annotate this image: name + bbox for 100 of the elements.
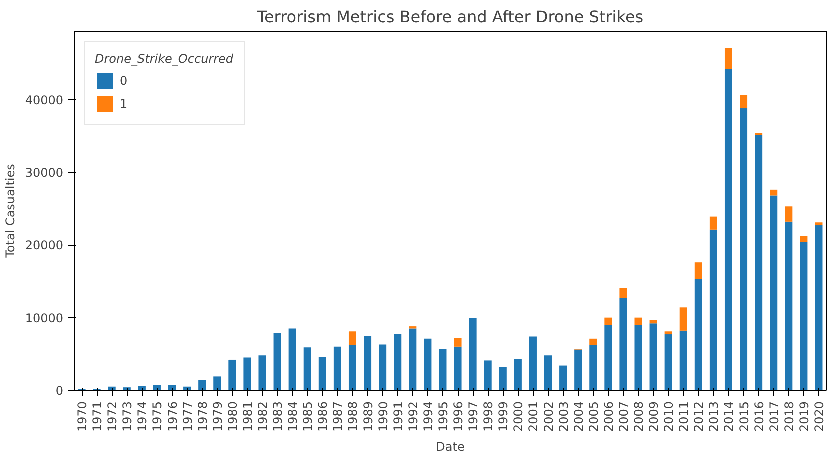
x-tick-label: 2004 <box>572 401 586 432</box>
bar <box>348 345 356 390</box>
bar <box>590 345 598 390</box>
bar <box>484 360 492 390</box>
bar <box>620 288 628 298</box>
x-tick-label: 2008 <box>632 401 646 432</box>
x-tick-label: 2016 <box>752 401 766 432</box>
x-axis-title: Date <box>436 440 465 454</box>
x-tick-label: 2001 <box>526 401 541 432</box>
bar <box>574 350 582 390</box>
x-tick-label: 1986 <box>316 401 330 432</box>
y-tick-label: 40000 <box>25 93 64 108</box>
y-axis-title: Total Casualties <box>3 164 18 259</box>
bar <box>800 242 808 390</box>
bar <box>724 48 732 70</box>
bar <box>620 298 628 390</box>
x-tick-label: 1999 <box>496 401 511 432</box>
bar <box>348 332 356 346</box>
x-tick-label: 2002 <box>542 401 556 432</box>
x-tick-label: 1976 <box>166 401 180 432</box>
x-tick-label: 1987 <box>331 401 346 432</box>
y-tick-label: 20000 <box>25 238 64 253</box>
bar <box>740 108 748 390</box>
bar <box>694 279 702 390</box>
bar <box>424 338 432 390</box>
bar <box>274 333 282 390</box>
x-tick-label: 1981 <box>240 401 255 432</box>
bar <box>710 230 718 390</box>
bar <box>815 226 823 390</box>
x-tick-label: 2019 <box>797 401 812 432</box>
bar <box>394 334 402 390</box>
bar <box>785 222 793 390</box>
x-tick-label: 1974 <box>136 401 150 432</box>
x-tick-label: 1984 <box>286 401 300 432</box>
x-tick-label: 2010 <box>662 401 676 432</box>
bar <box>634 318 642 326</box>
x-tick-label: 2013 <box>707 401 722 432</box>
bar <box>560 366 568 390</box>
bar <box>364 336 372 390</box>
x-tick-label: 1988 <box>346 401 360 432</box>
x-tick-label: 2000 <box>512 401 526 432</box>
x-tick-label: 1973 <box>120 401 135 432</box>
bar <box>304 348 312 390</box>
x-tick-label: 1998 <box>482 401 496 432</box>
bar <box>740 95 748 109</box>
bar <box>469 318 477 390</box>
y-tick-label: 10000 <box>25 311 64 326</box>
x-tick-label: 2005 <box>586 401 601 432</box>
x-tick-label: 1996 <box>452 401 466 432</box>
x-tick-label: 1991 <box>391 401 406 432</box>
x-tick-label: 1989 <box>361 401 376 432</box>
bar <box>228 360 236 390</box>
bar <box>244 358 252 390</box>
bar <box>724 69 732 390</box>
bar <box>770 196 778 390</box>
y-tick-label: 30000 <box>25 166 64 180</box>
x-tick-label: 1994 <box>421 401 436 432</box>
bar <box>680 330 688 390</box>
x-tick-label: 1997 <box>466 401 481 432</box>
x-tick-label: 1992 <box>406 401 420 432</box>
bar <box>318 357 326 390</box>
bar <box>650 324 658 390</box>
bar <box>514 359 522 390</box>
x-tick-label: 1977 <box>180 401 195 432</box>
bar <box>409 328 417 390</box>
x-tick-label: 1972 <box>106 401 120 432</box>
x-tick-label: 1975 <box>150 401 165 432</box>
bar <box>379 344 387 390</box>
x-tick-label: 1980 <box>226 401 240 432</box>
bar <box>755 135 763 390</box>
bar <box>454 338 462 347</box>
bar <box>800 236 808 242</box>
x-tick-label: 2020 <box>812 401 826 432</box>
x-tick-label: 1982 <box>256 401 270 432</box>
y-tick-label: 0 <box>56 384 64 398</box>
x-tick-label: 2014 <box>722 401 736 432</box>
x-tick-label: 2017 <box>767 401 782 432</box>
x-tick-label: 1970 <box>76 401 90 432</box>
bar <box>664 332 672 335</box>
legend-title: Drone_Strike_Occurred <box>95 52 234 66</box>
bar <box>258 356 266 390</box>
x-tick-label: 1995 <box>436 401 450 432</box>
x-tick-label: 2009 <box>647 401 662 432</box>
legend-label: 1 <box>120 97 129 111</box>
x-tick-label: 1990 <box>376 401 390 432</box>
x-tick-label: 2007 <box>616 401 631 432</box>
bar <box>815 222 823 226</box>
x-tick-label: 2006 <box>602 401 616 432</box>
bar <box>785 206 793 222</box>
bar <box>634 325 642 390</box>
x-tick-label: 1979 <box>210 401 225 432</box>
bar <box>650 320 658 324</box>
bar <box>214 376 222 390</box>
x-tick-label: 1971 <box>90 401 105 432</box>
x-tick-label: 1985 <box>301 401 316 432</box>
x-tick-label: 2015 <box>737 401 752 432</box>
chart-title: Terrorism Metrics Before and After Drone Strikes <box>256 8 644 26</box>
legend-label: 0 <box>120 74 129 88</box>
bar <box>604 325 612 390</box>
bar <box>439 349 447 390</box>
